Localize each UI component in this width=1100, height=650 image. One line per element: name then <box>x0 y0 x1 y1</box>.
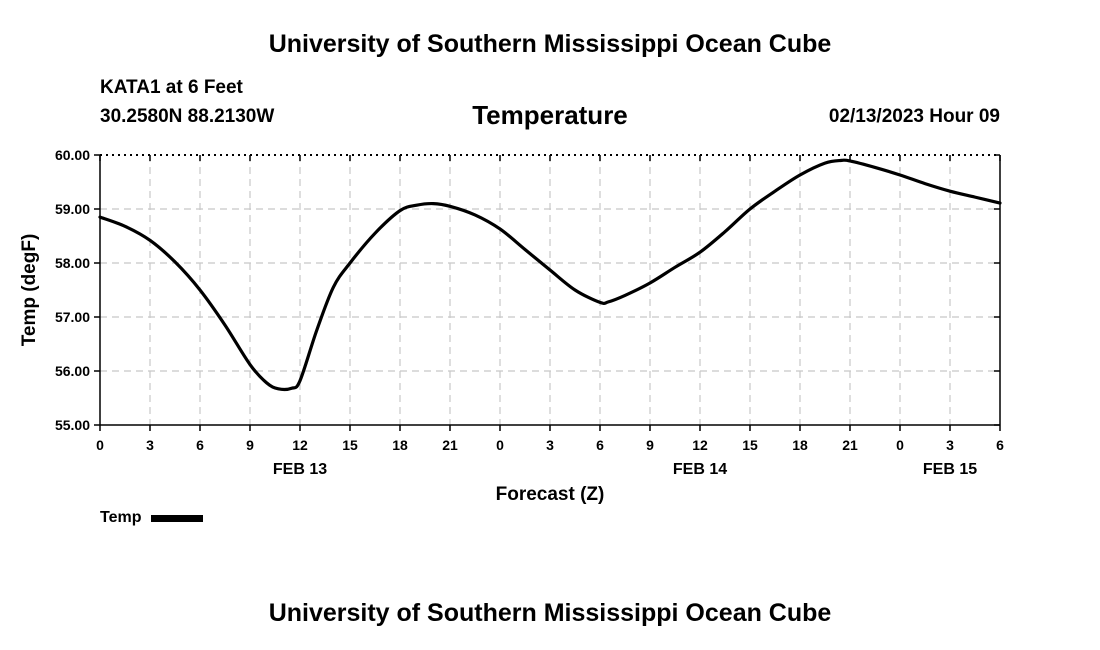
page-title: University of Southern Mississippi Ocean… <box>268 30 832 58</box>
y-tick-label: 60.00 <box>55 147 90 163</box>
chart-title: Temperature <box>472 100 628 130</box>
x-tick-label: 3 <box>946 437 954 453</box>
x-tick-label: 3 <box>546 437 554 453</box>
station-label: KATA1 at 6 Feet <box>100 77 243 98</box>
y-tick-label: 59.00 <box>55 201 90 217</box>
x-tick-label: 9 <box>646 437 654 453</box>
day-label: FEB 13 <box>273 461 327 478</box>
x-tick-label: 12 <box>292 437 308 453</box>
x-axis-title: Forecast (Z) <box>496 484 605 505</box>
y-tick-label: 55.00 <box>55 417 90 433</box>
y-tick-label: 56.00 <box>55 363 90 379</box>
date-stamp: 02/13/2023 Hour 09 <box>828 106 1000 127</box>
x-tick-label: 18 <box>792 437 808 453</box>
x-tick-label: 12 <box>692 437 708 453</box>
x-tick-label: 15 <box>742 437 758 453</box>
day-label: FEB 14 <box>673 461 727 478</box>
day-label: FEB 15 <box>923 461 977 478</box>
x-tick-label: 6 <box>596 437 604 453</box>
x-tick-label: 0 <box>96 437 104 453</box>
y-axis-title: Temp (degF) <box>19 234 40 347</box>
x-tick-label: 6 <box>996 437 1004 453</box>
x-tick-label: 9 <box>246 437 254 453</box>
footer-title: University of Southern Mississippi Ocean… <box>268 599 832 627</box>
x-tick-label: 6 <box>196 437 204 453</box>
y-tick-label: 57.00 <box>55 309 90 325</box>
x-tick-label: 21 <box>442 437 458 453</box>
legend-swatch <box>151 514 204 522</box>
x-tick-label: 0 <box>496 437 504 453</box>
temp-series-line <box>98 158 1002 392</box>
station-coordinates: 30.2580N 88.2130W <box>100 106 275 127</box>
legend-label: Temp <box>100 509 142 526</box>
legend: Temp <box>100 509 204 527</box>
y-tick-label: 58.00 <box>55 255 90 271</box>
x-tick-label: 0 <box>896 437 904 453</box>
x-tick-label: 21 <box>842 437 858 453</box>
x-tick-label: 18 <box>392 437 408 453</box>
x-tick-label: 15 <box>342 437 358 453</box>
x-tick-label: 3 <box>146 437 154 453</box>
